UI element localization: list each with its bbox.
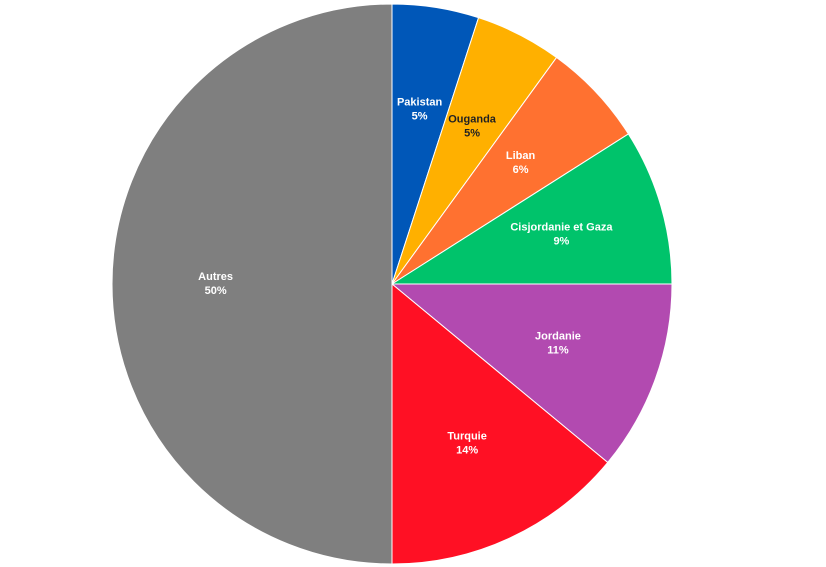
pie-slice (390, 133, 673, 285)
value-label: 14% (456, 445, 478, 457)
slice-label: Turquie (447, 431, 487, 443)
slice-label: Jordanie (535, 331, 581, 343)
slice-label: Liban (506, 150, 536, 162)
value-label: 50% (205, 285, 227, 297)
pie-slice (111, 3, 393, 565)
slice-label: Pakistan (397, 97, 443, 109)
value-label: 5% (412, 111, 428, 123)
slice-label: Autres (198, 271, 233, 283)
pie-slice (390, 283, 673, 464)
value-label: 11% (547, 345, 569, 357)
value-label: 9% (553, 236, 569, 248)
value-label: 6% (513, 164, 529, 176)
value-label: 5% (464, 128, 480, 140)
pie-slice (391, 282, 609, 565)
slice-label: Cisjordanie et Gaza (510, 222, 613, 234)
slice-label: Ouganda (448, 114, 497, 126)
